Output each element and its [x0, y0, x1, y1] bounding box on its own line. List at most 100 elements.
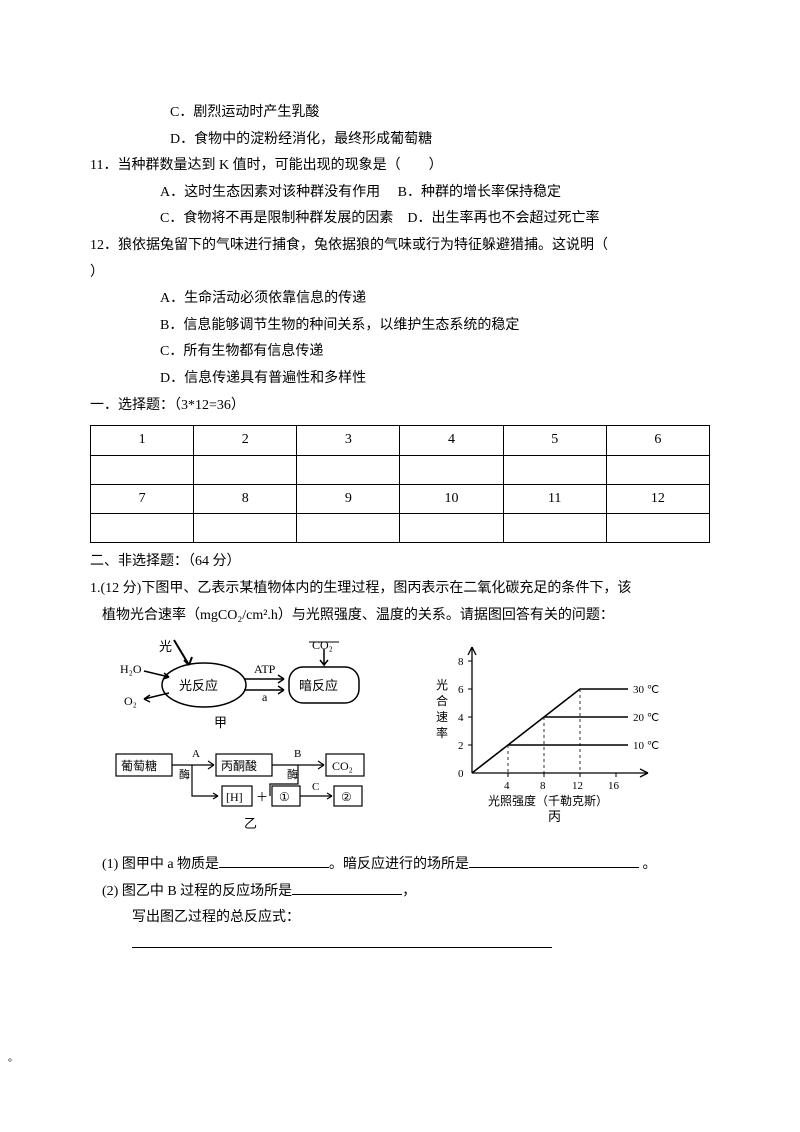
table-cell — [91, 514, 194, 543]
table-cell: 8 — [194, 484, 297, 514]
label-enzyme1: 酶 — [179, 768, 190, 781]
xtick: 8 — [540, 780, 546, 792]
blank[interactable] — [219, 867, 329, 868]
q10-option-c: C．剧烈运动时产生乳酸 — [90, 100, 710, 127]
table-cell: 6 — [606, 426, 709, 456]
table-cell — [400, 514, 503, 543]
q11-option-b: B．种群的增长率保持稳定 — [398, 185, 561, 200]
x-axis-label: 光照强度（千勒克斯） — [488, 793, 608, 808]
q11-options-line2: C．食物将不再是限制种群发展的因素 D．出生率再也不会超过死亡率 — [90, 206, 710, 233]
label-plus: ＋ — [256, 790, 268, 804]
y-label-4: 率 — [436, 725, 448, 740]
q12-stem-line1: 12．狼依据兔留下的气味进行捕食，兔依据狼的气味或行为特征躲避猎捕。这说明（ — [90, 233, 710, 260]
xtick: 16 — [608, 780, 620, 792]
table-cell — [606, 455, 709, 484]
label-30c: 30 ℃ — [633, 684, 659, 696]
q2-1-stem-a: 1.(12 分)下图甲、乙表示某植物体内的生理过程，图丙表示在二氧化碳充足的条件… — [90, 576, 710, 603]
label-light-rxn: 光反应 — [179, 678, 218, 693]
label-jia: 甲 — [214, 715, 227, 730]
table-row: 1 2 3 4 5 6 — [91, 426, 710, 456]
label-20c: 20 ℃ — [633, 712, 659, 724]
label-10c: 10 ℃ — [633, 740, 659, 752]
table-cell: 5 — [503, 426, 606, 456]
label-circ1: ① — [279, 790, 290, 804]
y-label-3: 速 — [436, 710, 448, 724]
label-o2: O₂ — [124, 694, 137, 708]
sub-question-1: (1) 图甲中 a 物质是 。暗反应进行的场所是 。 — [90, 852, 710, 879]
ytick: 2 — [458, 740, 464, 752]
sub2-mid: ， — [402, 884, 416, 899]
q11-option-c: C．食物将不再是限制种群发展的因素 — [160, 211, 393, 226]
section-2-title: 二、非选择题：（64 分） — [90, 549, 710, 576]
label-co2-yi: CO₂ — [332, 759, 353, 773]
blank[interactable] — [292, 894, 402, 895]
table-cell: 1 — [91, 426, 194, 456]
label-A: A — [192, 748, 200, 760]
ytick: 0 — [458, 768, 464, 780]
blank[interactable] — [132, 947, 552, 948]
label-pyruvate: 丙酮酸 — [221, 758, 257, 773]
table-cell — [91, 455, 194, 484]
blank[interactable] — [469, 867, 639, 868]
label-C: C — [312, 781, 319, 793]
table-cell: 9 — [297, 484, 400, 514]
sub-question-2-line2: 写出图乙过程的总反应式： — [90, 905, 710, 958]
table-cell — [606, 514, 709, 543]
q11-options-line1: A．这时生态因素对该种群没有作用 B．种群的增长率保持稳定 — [90, 180, 710, 207]
label-bing: 丙 — [548, 809, 561, 824]
xtick: 12 — [572, 780, 583, 792]
q12-option-d: D．信息传递具有普遍性和多样性 — [90, 366, 710, 393]
answer-table: 1 2 3 4 5 6 7 8 9 10 11 12 — [90, 425, 710, 543]
label-enzyme2: 酶 — [287, 768, 298, 781]
ytick: 6 — [458, 684, 464, 696]
diagram-jia: 光 H₂O O₂ 光反应 ATP a CO₂ — [114, 635, 394, 735]
table-row — [91, 455, 710, 484]
table-cell — [194, 455, 297, 484]
table-row: 7 8 9 10 11 12 — [91, 484, 710, 514]
q12-stem-line2: ） — [90, 260, 710, 287]
sub1-pre: (1) 图甲中 a 物质是 — [102, 857, 219, 872]
sub2-line2a: 写出图乙过程的总反应式： — [132, 910, 300, 925]
q12-option-c: C．所有生物都有信息传递 — [90, 339, 710, 366]
table-cell — [503, 455, 606, 484]
table-cell — [400, 455, 503, 484]
table-cell: 4 — [400, 426, 503, 456]
q12-option-b: B．信息能够调节生物的种间关系，以维护生态系统的稳定 — [90, 313, 710, 340]
q11-option-d: D．出生率再也不会超过死亡率 — [407, 211, 599, 226]
label-circ2: ② — [341, 790, 352, 804]
label-co2: CO₂ — [312, 638, 333, 652]
table-cell: 7 — [91, 484, 194, 514]
table-cell: 10 — [400, 484, 503, 514]
table-cell — [297, 514, 400, 543]
label-H: [H] — [226, 790, 243, 804]
sub1-mid: 。暗反应进行的场所是 — [329, 857, 469, 872]
ytick: 4 — [458, 712, 464, 724]
q2-1-stem-b: 植物光合速率（mgCO₂/cm².h）与光照强度、温度的关系。请据图回答有关的问… — [90, 603, 710, 630]
sub1-end: 。 — [639, 857, 657, 872]
table-cell: 12 — [606, 484, 709, 514]
corner-period: 。 — [8, 1049, 18, 1068]
sub2-pre: (2) 图乙中 B 过程的反应场所是 — [102, 884, 292, 899]
label-yi: 乙 — [244, 816, 257, 831]
ytick: 8 — [458, 656, 464, 668]
y-label-2: 合 — [436, 693, 448, 708]
y-label-1: 光 — [436, 678, 448, 692]
q12-option-a: A．生命活动必须依靠信息的传递 — [90, 286, 710, 313]
table-cell — [503, 514, 606, 543]
label-h2o: H₂O — [120, 662, 142, 676]
table-row — [91, 514, 710, 543]
label-dark-rxn: 暗反应 — [299, 678, 338, 693]
q11-stem: 11．当种群数量达到 K 值时，可能出现的现象是（ ） — [90, 153, 710, 180]
table-cell: 2 — [194, 426, 297, 456]
table-cell — [297, 455, 400, 484]
table-cell — [194, 514, 297, 543]
diagram-yi: 葡萄糖 A 酶 丙酮酸 B 酶 CO₂ — [114, 746, 404, 836]
table-cell: 3 — [297, 426, 400, 456]
label-atp: ATP — [254, 662, 276, 676]
q10-option-d: D．食物中的淀粉经消化，最终形成葡萄糖 — [90, 127, 710, 154]
q11-option-a: A．这时生态因素对该种群没有作用 — [160, 185, 380, 200]
label-light: 光 — [159, 639, 172, 654]
diagram-bing: 光 合 速 率 0 2 4 6 8 4 8 12 — [428, 635, 678, 825]
label-B: B — [294, 748, 301, 760]
sub-question-2-line1: (2) 图乙中 B 过程的反应场所是 ， — [90, 879, 710, 906]
